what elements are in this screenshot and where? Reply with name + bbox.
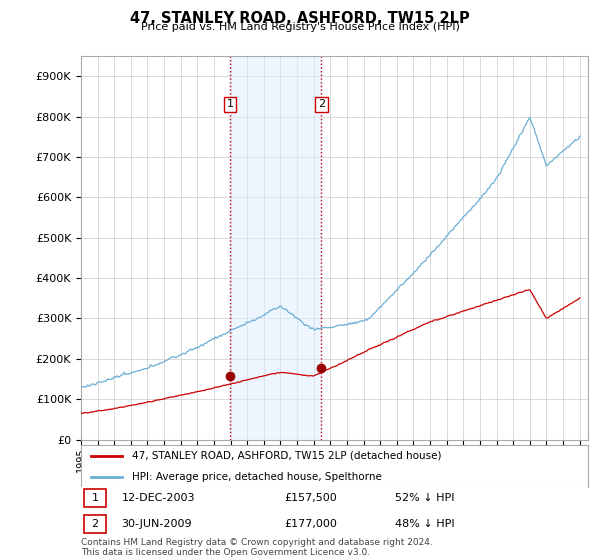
Text: £177,000: £177,000 xyxy=(284,519,337,529)
Text: 1: 1 xyxy=(226,100,233,109)
Text: 48% ↓ HPI: 48% ↓ HPI xyxy=(395,519,455,529)
Text: £157,500: £157,500 xyxy=(284,493,337,503)
Text: Contains HM Land Registry data © Crown copyright and database right 2024.
This d: Contains HM Land Registry data © Crown c… xyxy=(81,538,433,557)
Text: 52% ↓ HPI: 52% ↓ HPI xyxy=(395,493,455,503)
Bar xyxy=(230,56,322,440)
Text: 47, STANLEY ROAD, ASHFORD, TW15 2LP (detached house): 47, STANLEY ROAD, ASHFORD, TW15 2LP (det… xyxy=(132,451,441,461)
FancyBboxPatch shape xyxy=(83,515,106,533)
Text: 2: 2 xyxy=(318,100,325,109)
Text: 30-JUN-2009: 30-JUN-2009 xyxy=(122,519,192,529)
Text: 47, STANLEY ROAD, ASHFORD, TW15 2LP: 47, STANLEY ROAD, ASHFORD, TW15 2LP xyxy=(130,11,470,26)
Text: 12-DEC-2003: 12-DEC-2003 xyxy=(122,493,195,503)
FancyBboxPatch shape xyxy=(83,489,106,507)
Text: 1: 1 xyxy=(91,493,98,503)
Text: Price paid vs. HM Land Registry's House Price Index (HPI): Price paid vs. HM Land Registry's House … xyxy=(140,22,460,32)
Text: 2: 2 xyxy=(91,519,98,529)
Text: HPI: Average price, detached house, Spelthorne: HPI: Average price, detached house, Spel… xyxy=(132,472,382,482)
